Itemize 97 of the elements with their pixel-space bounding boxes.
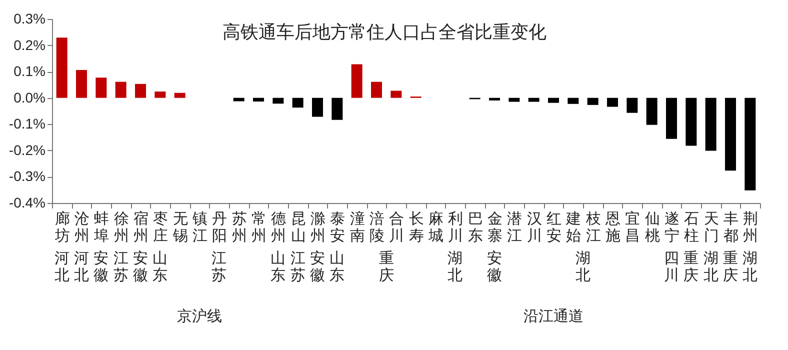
text: 重庆 — [723, 250, 738, 284]
text: 山东 — [270, 250, 286, 284]
x-tick-label: 徐州 — [114, 210, 129, 244]
text: 河北 — [54, 250, 70, 284]
x-tick-label: 仙桃 — [644, 212, 660, 244]
x-tick-label: 廊坊 — [54, 210, 70, 244]
x-tick-label: 合川 — [389, 210, 404, 244]
x-tick-label: 长寿 — [408, 210, 424, 244]
x-tick-label: 枝江 — [584, 210, 601, 244]
x-tick-label: 金寨 — [488, 210, 502, 244]
y-tick-label: -0.3% — [8, 168, 46, 184]
bar — [548, 98, 559, 103]
bar — [233, 98, 244, 102]
bar — [351, 64, 362, 98]
text: 安徽 — [487, 250, 502, 284]
bar — [607, 98, 618, 107]
x-tick-label: 石柱 — [684, 212, 700, 244]
bar — [489, 98, 500, 100]
text: 河北 — [74, 250, 89, 284]
bar — [154, 92, 166, 98]
bar — [528, 98, 540, 102]
bar — [174, 92, 186, 98]
y-tick-label: 0.3% — [14, 10, 46, 26]
x-tick-label: 镇江 — [192, 210, 208, 244]
x-tick-label: 利川 — [448, 210, 464, 244]
bar — [56, 38, 68, 98]
x-tick-label: 滁州 — [310, 210, 326, 244]
text: 沿江通道 — [524, 308, 584, 325]
bar — [725, 98, 736, 171]
text: 安徽 — [310, 250, 325, 284]
bar — [686, 98, 697, 146]
y-tick-label: -0.1% — [8, 116, 46, 132]
x-tick-label: 建始 — [565, 210, 582, 244]
bar — [76, 70, 87, 98]
text: 江苏 — [113, 250, 128, 284]
x-tick-label: 沧州 — [74, 210, 90, 244]
text: 江苏 — [290, 250, 306, 284]
x-tick-label: 枣庄 — [153, 210, 168, 244]
x-tick-label: 丰都 — [724, 210, 738, 244]
x-tick-label: 蚌埠 — [93, 210, 110, 244]
x-tick-label: 荆州 — [743, 210, 758, 244]
bar — [646, 98, 658, 125]
text: 安徽 — [94, 250, 109, 284]
x-tick-label: 潼南 — [350, 210, 365, 244]
x-tick-label: 丹阳 — [212, 212, 228, 244]
bar — [744, 98, 756, 190]
bar — [666, 98, 677, 139]
text: 山东 — [330, 250, 345, 284]
text: 重庆 — [684, 250, 699, 284]
bar — [135, 84, 146, 98]
text: 京沪线 — [177, 308, 222, 325]
x-tick-label: 德州 — [271, 212, 286, 244]
x-tick-label: 潜江 — [507, 210, 522, 244]
bar — [626, 98, 638, 113]
x-tick-label: 麻城 — [428, 210, 444, 244]
chart-title: 高铁通车后地方常住人口占全省比重变化 — [222, 22, 546, 42]
x-tick-label: 苏州 — [232, 210, 247, 244]
bar — [272, 98, 284, 104]
bar — [96, 78, 107, 98]
bar — [705, 98, 716, 151]
bar — [371, 82, 382, 98]
text: 四川 — [664, 251, 679, 284]
text: 湖北 — [742, 250, 758, 284]
x-tick-label: 常州 — [252, 210, 266, 244]
bar — [587, 98, 598, 105]
y-tick-label: -0.4% — [8, 194, 46, 210]
text: 重庆 — [378, 250, 394, 284]
x-tick-label: 昆山 — [290, 212, 306, 244]
bar — [568, 98, 579, 104]
x-tick-label: 红安 — [546, 210, 562, 244]
bar — [115, 82, 126, 98]
y-tick-label: 0.2% — [14, 36, 46, 53]
text: 江苏 — [212, 250, 227, 284]
x-tick-label: 巴东 — [468, 212, 483, 244]
text: 山东 — [152, 250, 168, 284]
y-tick-label: 0.1% — [14, 63, 46, 80]
bar — [253, 98, 264, 102]
text: 安徽 — [133, 250, 148, 284]
x-tick-label: 泰安 — [330, 212, 346, 244]
x-tick-label: 恩施 — [604, 212, 620, 244]
x-tick-label: 天门 — [704, 212, 719, 244]
x-tick-label: 汉川 — [526, 210, 542, 244]
bar — [312, 98, 323, 117]
bar — [292, 98, 304, 108]
text: 湖北 — [703, 250, 718, 284]
x-tick-label: 无锡 — [172, 212, 188, 244]
x-tick-label: 遂宁 — [664, 210, 680, 244]
y-tick-label: -0.2% — [8, 142, 46, 158]
x-tick-label: 宜昌 — [625, 210, 640, 244]
y-tick-label: 0.0% — [14, 89, 46, 106]
bar — [332, 98, 343, 120]
bar — [390, 90, 402, 98]
text: 湖北 — [576, 250, 590, 284]
x-tick-label: 宿州 — [134, 210, 148, 244]
bar — [508, 98, 520, 102]
text: 湖北 — [448, 250, 463, 284]
x-tick-label: 涪陵 — [370, 210, 384, 244]
